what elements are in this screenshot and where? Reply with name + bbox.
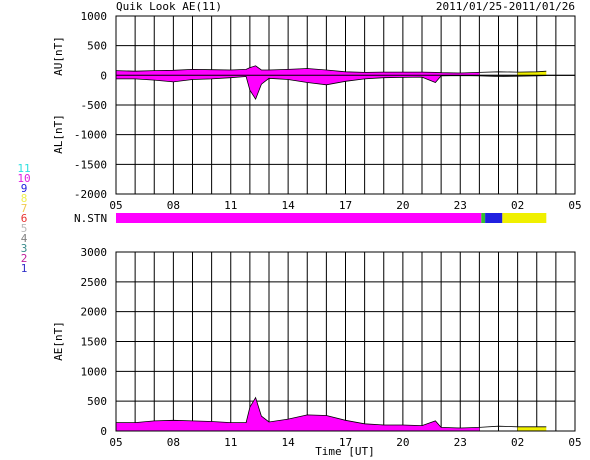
- au-al-ytick-label: 500: [87, 40, 107, 53]
- au-al-ytick-label: -2000: [74, 188, 107, 201]
- ae-xtick-label: 20: [396, 436, 409, 449]
- ae-ytick-label: 2000: [81, 306, 108, 319]
- ae-xtick-label: 05: [568, 436, 581, 449]
- nstn-panel: N.STN: [74, 212, 547, 225]
- au-al-ytick-label: -1500: [74, 158, 107, 171]
- au-al-ytick-labels: 1000 500 0 -500 -1000 -1500 -2000: [74, 10, 107, 201]
- ae-ylabel: AE[nT]: [52, 321, 65, 361]
- ae-ytick-label: 0: [100, 425, 107, 438]
- ae-grid: [116, 251, 575, 432]
- ae-xtick-label: 14: [282, 436, 296, 449]
- legend-count-6: 6: [21, 212, 28, 225]
- ae-series-line: [116, 396, 547, 429]
- au-al-xtick-label: 05: [109, 199, 122, 212]
- au-series-line: [115, 65, 547, 74]
- au-al-xtick-labels: 05 08 11 14 17 20 23 02 05: [109, 199, 581, 212]
- au-ylabel: AU[nT]: [52, 36, 65, 76]
- legend-count-3: 3: [21, 242, 28, 255]
- date-range: 2011/01/25-2011/01/26: [436, 0, 575, 13]
- ae-fill-10: [116, 397, 480, 431]
- ae-xtick-label: 05: [109, 436, 122, 449]
- ae-xtick-label: 11: [224, 436, 237, 449]
- nstn-segment-9: [485, 213, 503, 223]
- legend-count-2: 2: [21, 252, 28, 265]
- nstn-segment-11: [481, 213, 486, 223]
- au-al-xtick-label: 02: [511, 199, 524, 212]
- au-al-panel: 1000 500 0 -500 -1000 -1500 -2000 05 08 11 14 17 20…: [52, 10, 582, 212]
- al-ylabel: AL[nT]: [52, 114, 65, 154]
- legend-count-5: 5: [21, 222, 28, 235]
- au-al-xtick-label: 14: [282, 199, 296, 212]
- au-al-ytick-label: -1000: [74, 129, 107, 142]
- ae-ytick-label: 2500: [81, 276, 108, 289]
- legend-count-7: 7: [21, 202, 28, 215]
- au-al-data: [115, 65, 547, 100]
- au-al-xtick-label: 08: [167, 199, 180, 212]
- nstn-segment-10: [116, 213, 482, 223]
- ae-xtick-label: 17: [339, 436, 352, 449]
- ae-ytick-label: 3000: [81, 246, 108, 259]
- au-al-ytick-label: 0: [100, 69, 107, 82]
- ae-ytick-label: 1000: [81, 365, 108, 378]
- au-al-grid: [116, 15, 575, 195]
- x-axis-label: Time [UT]: [315, 445, 375, 458]
- au-al-xtick-label: 23: [454, 199, 467, 212]
- legend-count-1: 1: [21, 262, 28, 275]
- legend-count-11: 11: [17, 162, 30, 175]
- ae-ytick-label: 500: [87, 395, 107, 408]
- legend-count-4: 4: [21, 232, 28, 245]
- au-al-ytick-label: -500: [81, 99, 108, 112]
- legend-count-8: 8: [21, 192, 28, 205]
- au-al-ytick-label: 1000: [81, 10, 108, 23]
- au-al-xtick-label: 11: [224, 199, 237, 212]
- au-al-xtick-label: 20: [396, 199, 409, 212]
- nstn-label: N.STN: [74, 212, 107, 225]
- au-al-xtick-label: 17: [339, 199, 352, 212]
- ae-data: [116, 396, 547, 431]
- ae-xtick-label: 02: [511, 436, 524, 449]
- legend-count-10: 10: [17, 172, 30, 185]
- ae-xtick-label: 23: [454, 436, 467, 449]
- nstn-segment-8: [502, 213, 547, 223]
- ae-ytick-labels: 3000 2500 2000 1500 1000 500 0: [81, 246, 108, 438]
- ae-xtick-labels: 05 08 11 14 17 20 23 02 05: [109, 436, 581, 449]
- au-al-frame: [115, 15, 576, 195]
- ae-frame: [115, 251, 576, 432]
- legend-count-9: 9: [21, 182, 28, 195]
- au-al-fill-10: [116, 65, 480, 100]
- ae-ytick-label: 1500: [81, 336, 108, 349]
- ae-fill-8: [517, 426, 547, 431]
- ae-xtick-label: 08: [167, 436, 180, 449]
- chart-title: Quik Look AE(11): [116, 0, 222, 13]
- nstn-bar: [116, 213, 547, 223]
- au-al-xtick-label: 05: [568, 199, 581, 212]
